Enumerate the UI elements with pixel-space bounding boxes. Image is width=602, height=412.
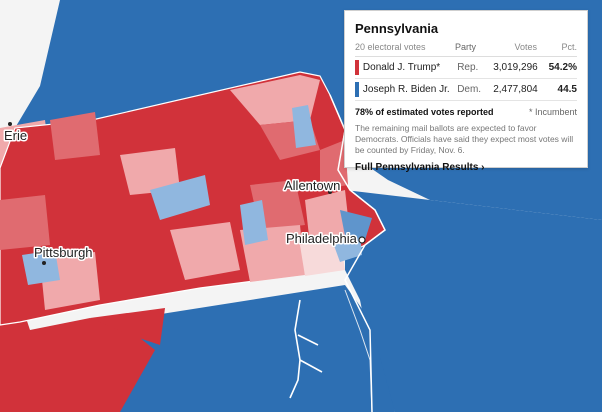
- county-lackawanna-blue: [292, 105, 316, 148]
- incumbent-note: * Incumbent: [528, 107, 577, 117]
- reporting-footer: 78% of estimated votes reported * Incumb…: [355, 107, 577, 117]
- chesapeake-bay: [289, 299, 323, 399]
- candidate-votes: 3,019,296: [493, 62, 538, 73]
- candidate-name: Joseph R. Biden Jr.: [362, 84, 450, 95]
- pct-column-header: Pct.: [561, 42, 577, 52]
- county-bucks-blue: [340, 210, 372, 240]
- county-central-light: [120, 148, 180, 195]
- candidate-party: Rep.: [457, 62, 479, 73]
- county-south-light: [170, 222, 240, 280]
- party-column-header: Party: [455, 42, 477, 52]
- county-philly-blue: [332, 232, 362, 262]
- candidate-pct: 54.2%: [548, 62, 577, 73]
- dem-color-swatch: [355, 82, 359, 97]
- votes-reported: 78% of estimated votes reported: [355, 107, 494, 117]
- rep-color-swatch: [355, 60, 359, 75]
- philadelphia-marker: [358, 236, 366, 244]
- new-jersey-region: [345, 190, 602, 412]
- delaware-river: [329, 94, 386, 412]
- candidate-votes: 2,477,804: [493, 84, 538, 95]
- candidate-party: Dem.: [457, 84, 482, 95]
- candidate-row-biden: Joseph R. Biden Jr. Dem. 2,477,804 44.5: [355, 79, 577, 101]
- erie-label: Erie: [4, 128, 27, 143]
- philadelphia-label: Philadelphia: [286, 231, 358, 246]
- county-centre-blue: [150, 175, 210, 220]
- mail-ballot-note: The remaining mail ballots are expected …: [355, 123, 574, 155]
- county-chester-white: [300, 238, 345, 276]
- tooltip-title: Pennsylvania: [355, 21, 439, 36]
- tooltip-header-row: 20 electoral votes Party Votes Pct.: [355, 42, 577, 57]
- allentown-marker: [328, 190, 332, 194]
- allentown-label: Allentown: [284, 178, 340, 193]
- candidate-name: Donald J. Trump*: [362, 62, 441, 73]
- full-results-link[interactable]: Full Pennsylvania Results ›: [355, 162, 485, 173]
- candidate-row-trump: Donald J. Trump* Rep. 3,019,296 54.2%: [355, 57, 577, 79]
- county-dauphin-blue: [240, 200, 268, 245]
- erie-marker: [8, 122, 12, 126]
- pittsburgh-label: Pittsburgh: [34, 245, 93, 260]
- county-west-mid: [0, 195, 50, 250]
- county-montgomery-light: [305, 190, 350, 245]
- candidate-pct: 44.5: [557, 84, 577, 95]
- county-allegheny-blue: [22, 250, 60, 285]
- results-tooltip: Pennsylvania 20 electoral votes Party Vo…: [344, 10, 588, 173]
- votes-column-header: Votes: [514, 42, 537, 52]
- county-nw-mid: [50, 112, 100, 160]
- pittsburgh-marker: [42, 261, 46, 265]
- maryland-west-red: [90, 308, 165, 345]
- electoral-votes-label: 20 electoral votes: [355, 42, 426, 52]
